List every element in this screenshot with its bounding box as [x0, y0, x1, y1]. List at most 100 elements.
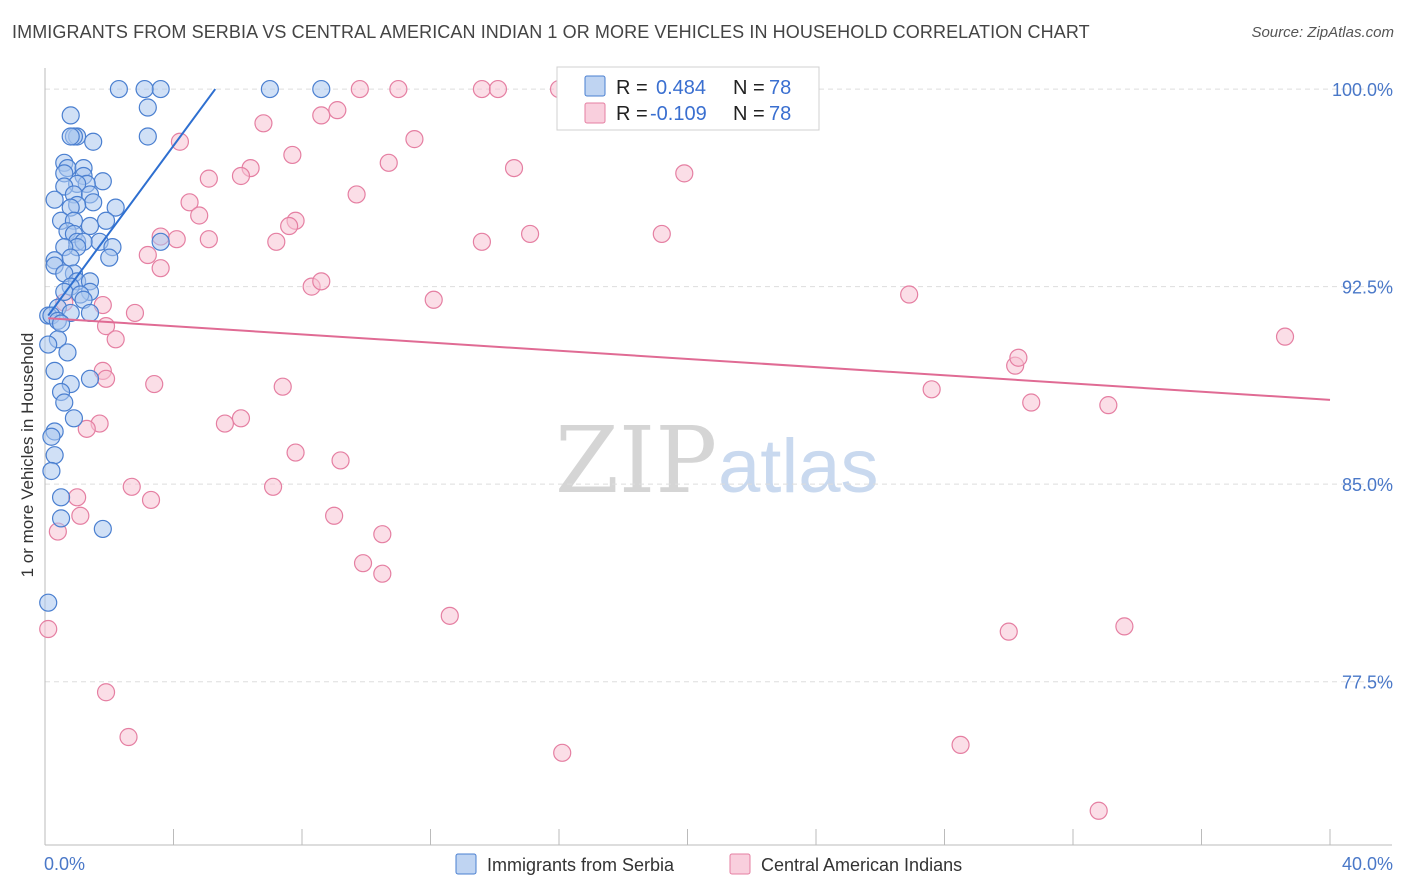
cai-point	[900, 285, 919, 304]
legend-swatch-cai	[584, 102, 606, 124]
cai-point	[504, 158, 524, 178]
serbia-point	[51, 509, 71, 528]
cai-point	[231, 409, 251, 428]
serbia-point	[96, 211, 116, 230]
cai-point	[353, 554, 373, 573]
legend-r-value-cai: -0.109	[650, 103, 707, 125]
cai-point	[106, 330, 125, 349]
x-tick-label: 40.0%	[1342, 854, 1393, 874]
cai-point	[77, 419, 96, 438]
serbia-point	[42, 427, 61, 446]
series-central-american-indians	[39, 79, 1295, 820]
cai-point	[231, 166, 251, 186]
cai-point	[280, 216, 299, 236]
cai-point	[273, 377, 292, 396]
cai-point	[951, 735, 970, 755]
cai-point	[520, 224, 540, 244]
bottom-legend-swatch-serbia	[455, 853, 477, 875]
serbia-point	[312, 79, 331, 99]
legend-n-value-serbia: 78	[769, 77, 791, 99]
serbia-point	[61, 248, 80, 267]
series-legend: Immigrants from Serbia Central American …	[455, 853, 962, 875]
cai-point	[350, 79, 369, 99]
serbia-point	[39, 335, 58, 354]
serbia-point	[61, 127, 80, 146]
serbia-point	[151, 79, 170, 99]
watermark-atlas: atlas	[718, 424, 879, 509]
serbia-point	[51, 488, 71, 507]
serbia-point	[135, 79, 154, 99]
cai-point	[405, 130, 424, 149]
cai-point	[39, 619, 58, 639]
cai-point	[1099, 396, 1118, 415]
serbia-point	[93, 172, 112, 191]
cai-point	[922, 380, 941, 399]
cai-point	[68, 488, 87, 507]
cai-point	[96, 369, 116, 388]
cai-point	[379, 153, 398, 172]
legend-r-label-serbia: R =	[616, 77, 648, 99]
cai-point	[1275, 327, 1295, 346]
cai-point	[424, 290, 443, 309]
serbia-point	[61, 106, 80, 125]
chart-title: IMMIGRANTS FROM SERBIA VS CENTRAL AMERIC…	[12, 22, 1090, 42]
cai-point	[373, 525, 392, 544]
serbia-point	[45, 446, 64, 465]
cai-point	[373, 564, 392, 583]
serbia-point	[84, 193, 103, 212]
cai-point	[199, 230, 218, 249]
cai-point	[170, 132, 190, 151]
cai-point	[122, 477, 141, 496]
cai-point	[1009, 348, 1028, 367]
cai-point	[96, 683, 116, 702]
y-tick-label: 85.0%	[1342, 475, 1393, 495]
cai-point	[325, 506, 344, 525]
serbia-point	[138, 127, 157, 146]
serbia-point	[39, 593, 58, 612]
serbia-point	[109, 79, 128, 99]
serbia-point	[55, 393, 74, 412]
correlation-legend: R = 0.484 N = 78 R = -0.109 N = 78	[556, 66, 820, 131]
axes: 77.5% 85.0% 92.5% 100.0% 0.0% 40.0%	[44, 68, 1393, 874]
y-tick-label: 77.5%	[1342, 673, 1393, 693]
bottom-legend-swatch-cai	[729, 853, 751, 875]
cai-point	[328, 101, 347, 120]
cai-point	[312, 272, 331, 291]
source-credit: Source: ZipAtlas.com	[1251, 24, 1394, 41]
cai-point	[472, 232, 491, 251]
legend-n-label-serbia: N =	[733, 77, 765, 99]
cai-point	[1089, 801, 1108, 820]
cai-point	[167, 230, 186, 249]
cai-point	[652, 224, 671, 244]
cai-point	[199, 169, 218, 188]
watermark-zip: ZIP	[555, 407, 717, 514]
cai-point	[267, 232, 286, 251]
y-tick-label: 92.5%	[1342, 278, 1393, 298]
x-tick-label: 0.0%	[44, 854, 85, 874]
serbia-point	[45, 361, 64, 380]
cai-point	[999, 622, 1018, 641]
cai-point	[215, 414, 234, 433]
y-tick-label: 100.0%	[1332, 80, 1393, 100]
cai-trend-line	[48, 317, 1331, 401]
cai-point	[145, 374, 164, 394]
bottom-legend-label-serbia: Immigrants from Serbia	[487, 855, 675, 875]
serbia-point	[51, 314, 71, 333]
cai-point	[488, 79, 508, 99]
serbia-point	[151, 232, 170, 251]
serbia-point	[64, 409, 84, 428]
cai-point	[312, 106, 331, 125]
cai-point	[151, 259, 170, 278]
serbia-point	[80, 216, 100, 236]
serbia-point	[260, 79, 279, 99]
trend-lines	[47, 88, 1331, 401]
serbia-point	[45, 190, 64, 209]
serbia-point	[100, 248, 119, 267]
cai-point	[347, 185, 366, 204]
serbia-point	[58, 343, 77, 362]
cai-point	[71, 506, 90, 525]
cai-point	[286, 443, 305, 462]
serbia-point	[138, 98, 157, 117]
cai-point	[389, 79, 408, 99]
